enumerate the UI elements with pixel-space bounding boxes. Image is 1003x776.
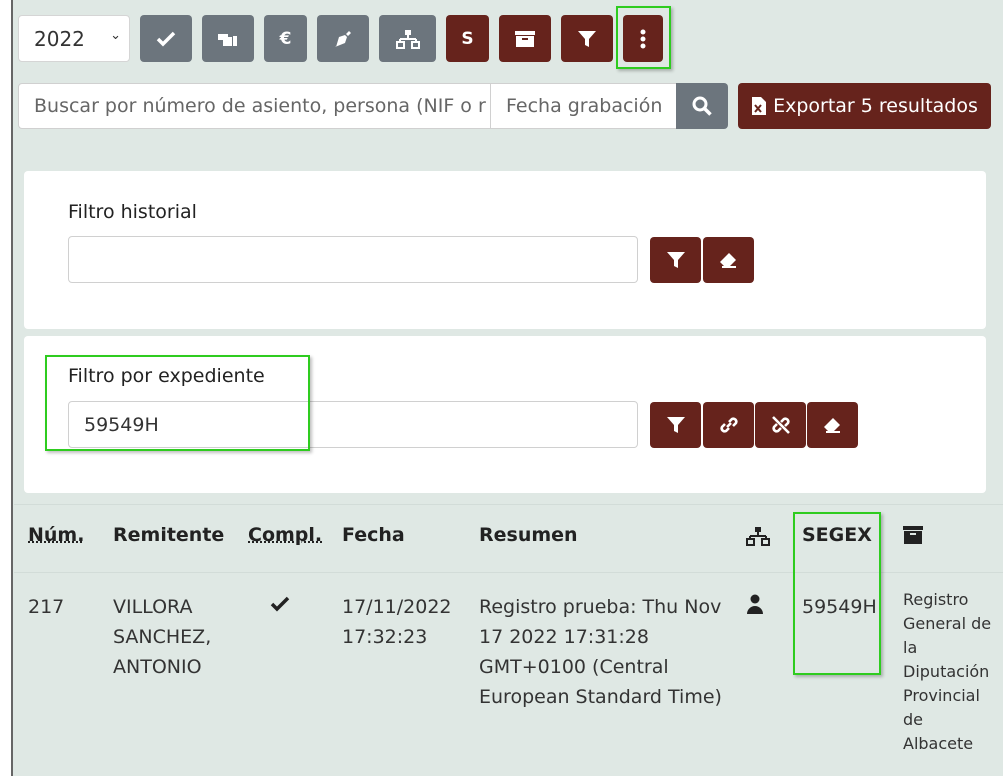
apply-expediente-filter-button[interactable]: [650, 402, 701, 448]
search-placeholder: Buscar por número de asiento, persona (N…: [34, 95, 486, 117]
window-edge: [0, 0, 13, 776]
cell-remitente: VILLORA SANCHEZ, ANTONIO: [113, 596, 212, 678]
filter-expediente-value: 59549H: [84, 413, 159, 436]
cell-resumen: Registro prueba: Thu Nov 17 2022 17:31:2…: [479, 596, 722, 708]
highlight-box-more: [616, 6, 671, 69]
unlink-expediente-button[interactable]: [755, 402, 806, 448]
euro-icon: €: [279, 28, 292, 49]
filter-button[interactable]: [561, 15, 613, 62]
ellipsis-vertical-icon: [640, 29, 646, 48]
year-select[interactable]: 2022 ⌄: [18, 15, 130, 62]
header-divider: [14, 572, 1003, 573]
cell-fecha: 17/11/2022 17:32:23: [342, 596, 452, 648]
pen-nib-button[interactable]: [317, 15, 369, 62]
search-icon: [692, 96, 712, 116]
eraser-icon: [719, 253, 736, 268]
filter-expediente-input[interactable]: 59549H: [68, 401, 638, 448]
export-button[interactable]: Exportar 5 resultados: [738, 83, 991, 129]
year-value: 2022: [34, 26, 85, 51]
highlight-box-expediente: [45, 355, 310, 451]
header-num[interactable]: Núm.: [28, 524, 85, 546]
header-resumen: Resumen: [479, 524, 578, 546]
filter-expediente-label: Filtro por expediente: [68, 365, 265, 387]
filter-history-label: Filtro historial: [68, 201, 197, 223]
user-icon: [747, 594, 763, 614]
file-excel-icon: [752, 97, 767, 115]
header-segex: SEGEX: [802, 524, 872, 546]
clear-history-filter-button[interactable]: [703, 237, 754, 283]
unlink-icon: [771, 416, 790, 434]
cell-archivo: Registro General de la Diputación Provin…: [903, 590, 992, 753]
euro-button[interactable]: €: [264, 15, 307, 62]
check-icon: [156, 31, 176, 46]
eraser-icon: [823, 418, 840, 433]
link-icon: [719, 417, 738, 433]
pen-nib-icon: [335, 30, 351, 47]
date-placeholder: Fecha grabación: [506, 95, 663, 117]
cell-num: 217: [28, 596, 65, 618]
filter-icon: [578, 30, 596, 47]
s-icon: S: [461, 28, 474, 49]
hand-pointer-button[interactable]: [202, 15, 254, 62]
header-compl[interactable]: Compl.: [248, 524, 323, 546]
segex-button[interactable]: S: [446, 15, 489, 62]
chevron-down-icon: ⌄: [110, 28, 121, 43]
archive-button[interactable]: [499, 15, 551, 62]
filter-icon: [666, 417, 685, 433]
table-top-border: [14, 504, 1003, 505]
sitemap-icon: [395, 29, 420, 49]
check-icon: [270, 596, 290, 612]
link-expediente-button[interactable]: [703, 402, 754, 448]
hand-pointer-icon: [218, 33, 237, 46]
more-button[interactable]: [623, 15, 663, 62]
archive-icon: [903, 526, 923, 544]
date-input[interactable]: Fecha grabación: [490, 83, 677, 129]
apply-history-filter-button[interactable]: [650, 237, 701, 283]
check-button[interactable]: [140, 15, 192, 62]
search-button[interactable]: [676, 83, 728, 129]
sitemap-icon: [746, 526, 770, 546]
archive-icon: [515, 30, 535, 47]
header-remitente: Remitente: [113, 524, 225, 546]
highlight-box-segex: [793, 512, 881, 675]
sitemap-button[interactable]: [379, 15, 436, 62]
search-input[interactable]: Buscar por número de asiento, persona (N…: [18, 83, 491, 129]
cell-segex[interactable]: 59549H: [802, 596, 877, 618]
filter-history-input[interactable]: [68, 236, 638, 283]
clear-expediente-filter-button[interactable]: [807, 402, 858, 448]
filter-icon: [666, 252, 685, 268]
header-fecha: Fecha: [342, 524, 405, 546]
export-label: Exportar 5 resultados: [773, 95, 978, 117]
